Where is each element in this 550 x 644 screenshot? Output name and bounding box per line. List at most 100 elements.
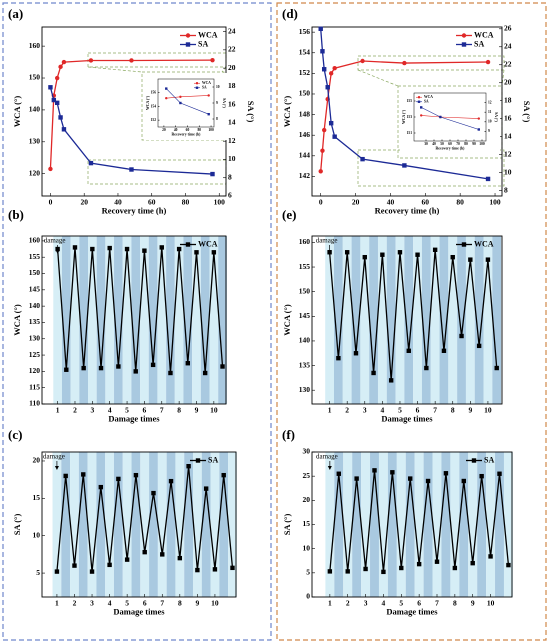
background-band [395,236,405,404]
y2-tick-label: 22 [228,45,236,54]
marker [336,471,341,476]
panel-label: (d) [282,6,298,21]
panel-label: (e) [282,207,296,222]
y-tick-label: 15 [303,519,311,528]
marker [406,348,411,353]
chart-panel: 0 20 40 60 80 100 142 144 146 148 150 152 154 156 8 10 1… [282,6,532,216]
x-tick-label: 80 [197,128,201,132]
legend-label: WCA [198,239,218,248]
background-band [70,236,80,404]
marker [61,59,67,65]
y2-axis-label: SA (°) [494,112,498,122]
y2-tick-label: 24 [228,26,236,35]
marker [452,565,458,571]
x-tick-label: 7 [160,405,164,414]
y-axis-label: SA (°) [282,514,292,536]
legend-marker [185,42,191,47]
background-band [377,236,387,404]
background-band [61,452,71,597]
y-tick-label: 110 [29,399,40,408]
marker [353,351,359,356]
y-tick-label: 20 [303,495,311,504]
marker [397,250,403,255]
y2-tick-label: 9 [216,101,218,105]
marker [362,254,367,260]
marker [142,248,147,253]
marker [124,557,130,562]
x-tick-label: 10 [484,405,492,414]
marker [354,476,359,481]
annotation-arrowhead [54,466,59,470]
y2-axis-label: SA (°) [246,101,256,123]
legend-label: SA [198,39,208,48]
legend-marker [417,96,421,99]
marker [441,348,447,353]
x-tick-label: 50 [440,142,444,146]
y2-tick-label: 11 [488,110,492,114]
y2-tick-label: 14 [504,131,512,140]
y-tick-label: 154 [151,104,157,108]
background-band [423,452,433,597]
x-tick-label: 3 [90,405,94,414]
y-tick-label: 150 [29,268,41,277]
chart-panel: 1 2 3 4 5 6 7 8 9 10 110 115 120 125 130 135 140 145 150 15… [8,207,227,424]
x-tick-label: 4 [380,405,384,414]
y-tick-label: 140 [299,336,311,345]
background-band [361,452,371,597]
marker [81,365,86,371]
marker [179,95,182,99]
marker [159,245,164,250]
annotation: damage [43,453,65,461]
marker [488,554,493,559]
background-band [465,236,475,404]
legend-marker [195,82,199,85]
legend-marker [461,42,467,47]
annotation-arrowhead [55,250,60,254]
background-band [325,452,335,597]
y-tick-label: 145 [29,285,41,294]
marker [54,569,60,574]
marker [420,114,423,117]
background-band [325,236,334,404]
marker [506,562,511,568]
y-tick-label: 20 [33,456,41,465]
marker [332,134,337,139]
marker [168,370,173,376]
background-band [413,236,422,404]
y-axis-label: WCA (°) [402,109,406,124]
x-tick-label: 1 [328,405,332,414]
background-band [468,452,478,597]
legend-label: WCA [424,95,433,99]
x-tick-label: 10 [211,598,219,607]
y-tick-label: 155 [407,99,413,103]
marker [439,115,442,119]
x-tick-label: 0 [319,197,323,206]
marker [176,246,182,252]
annotation-arrowhead [327,250,332,254]
y-axis-label: WCA (°) [12,96,22,128]
y-tick-label: 150 [299,286,311,295]
background-band [201,452,211,597]
background-band [343,452,353,597]
x-axis-label: Recovery time (h) [102,206,167,216]
marker [336,355,341,361]
x-axis-label: Recovery time (h) [375,206,440,216]
marker [468,257,473,262]
x-tick-label: 5 [125,598,129,607]
x-tick-label: 3 [90,598,94,607]
marker [150,362,156,368]
marker [129,167,134,172]
background-band [404,236,414,404]
x-tick-label: 60 [422,197,430,206]
marker [72,563,77,568]
background-band [503,452,513,597]
y-tick-label: 142 [299,171,311,180]
y2-axis-label: SA (°) [222,98,226,108]
x-tick-label: 80 [182,197,190,206]
y-tick-label: 160 [299,237,311,246]
y2-tick-label: 9 [488,129,490,133]
background-band [183,236,193,404]
background-band [228,452,237,597]
y2-tick-label: 18 [228,81,236,90]
